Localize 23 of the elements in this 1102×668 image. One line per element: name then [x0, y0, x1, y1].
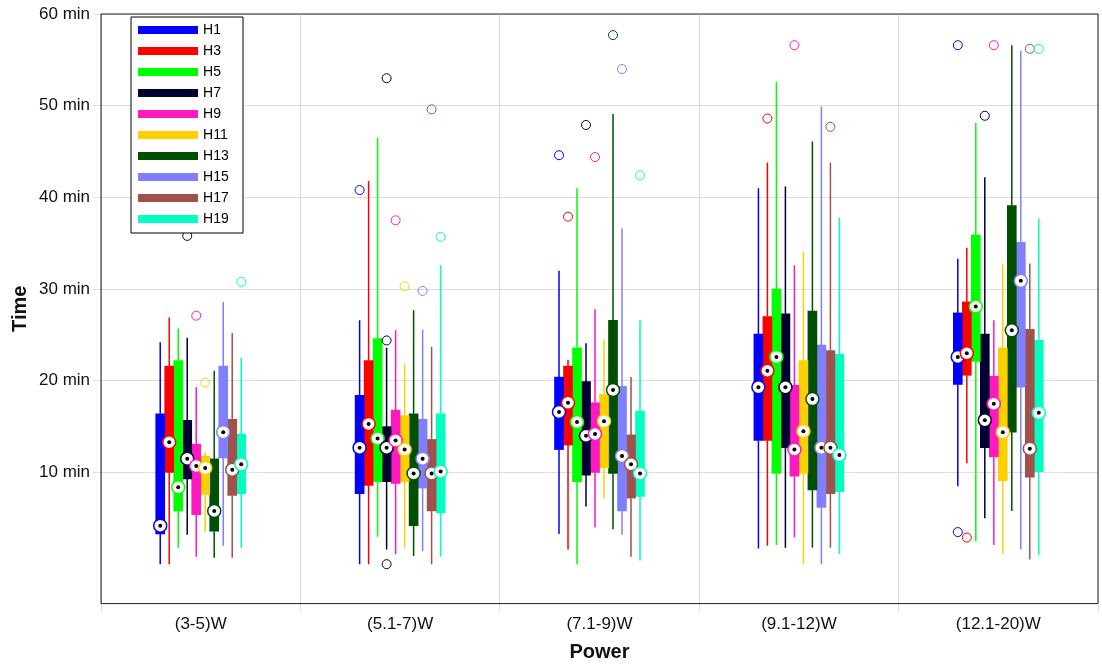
x-tick-label: (3-5)W: [174, 614, 227, 634]
x-tick-label: (9.1-12)W: [761, 614, 837, 634]
legend-label: H1: [203, 20, 222, 37]
y-tick-label: 30 min: [38, 278, 91, 298]
legend-label: H7: [203, 83, 222, 100]
x-tick-label: (7.1-9)W: [566, 614, 633, 634]
y-tick-label: 10 min: [38, 462, 91, 482]
legend-label: H11: [203, 125, 228, 142]
x-axis-title: Power: [569, 639, 630, 662]
x-tick-label: (5.1-7)W: [367, 614, 434, 634]
x-tick-label: (12.1-20)W: [955, 614, 1041, 634]
y-tick-label: 50 min: [38, 95, 91, 115]
legend-label: H19: [203, 209, 229, 226]
legend-label: H15: [203, 167, 229, 184]
y-tick-label: 60 min: [38, 3, 91, 23]
legend-label: H13: [203, 146, 229, 163]
y-tick-label: 40 min: [38, 187, 91, 207]
legend-label: H9: [203, 104, 222, 121]
legend-label: H3: [203, 41, 222, 58]
legend-label: H5: [203, 62, 222, 79]
legend-label: H17: [203, 188, 229, 205]
y-tick-label: 20 min: [38, 370, 91, 390]
y-axis-title: Time: [7, 285, 30, 332]
